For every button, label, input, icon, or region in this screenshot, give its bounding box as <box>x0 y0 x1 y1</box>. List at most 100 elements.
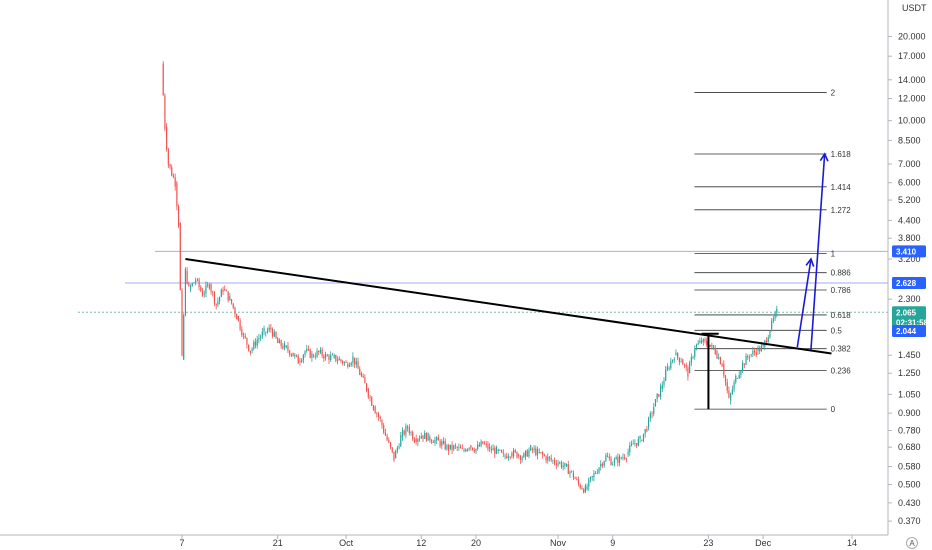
candle-body <box>673 359 675 361</box>
candle-body <box>489 446 491 449</box>
y-tick-label: 10.000 <box>898 116 926 126</box>
y-tick-label: 0.680 <box>898 442 921 452</box>
candle-body <box>176 182 178 207</box>
candle-body <box>690 357 692 363</box>
candle-body <box>436 437 438 441</box>
candle-body <box>629 445 631 453</box>
fib-level-label: 0.382 <box>831 345 852 354</box>
drawings[interactable] <box>185 152 832 410</box>
candle-body <box>699 340 701 344</box>
candle-body <box>210 284 212 292</box>
candle-body <box>427 432 429 441</box>
candle-body <box>468 448 470 450</box>
candle-body <box>466 448 469 452</box>
candle-body <box>195 280 197 283</box>
candle-body <box>224 289 226 291</box>
candle-body <box>415 438 417 443</box>
candle-body <box>200 286 202 291</box>
candle-body <box>680 361 682 363</box>
candle-body <box>266 330 269 333</box>
y-tick-label: 0.580 <box>898 462 921 472</box>
candle-body <box>608 456 610 459</box>
candle-body <box>709 344 711 347</box>
candle-body <box>441 441 443 446</box>
candle-body <box>507 456 510 459</box>
candle-body <box>726 381 728 391</box>
candle-body <box>678 357 680 362</box>
candle-body <box>242 333 245 336</box>
candle-body <box>523 453 525 458</box>
candle-body <box>651 413 653 415</box>
candle-body <box>331 354 334 356</box>
candle-body <box>314 356 316 358</box>
candle-body <box>502 452 504 454</box>
fib-level-label: 0.5 <box>831 326 843 335</box>
candle-body <box>755 352 757 356</box>
candle-body <box>571 470 573 472</box>
candle-body <box>718 357 720 359</box>
candle-body <box>186 271 188 284</box>
candle-body <box>278 340 281 344</box>
fibonacci-levels[interactable]: 2 1.618 1.414 1.272 1 0.886 0.786 0.618 0.5 0.382… <box>694 89 851 415</box>
candle-body <box>227 291 229 301</box>
candle-body <box>299 361 301 363</box>
horizontal-lines <box>78 250 888 313</box>
candle-body <box>728 390 730 398</box>
candle-body <box>533 448 535 450</box>
candle-body <box>572 472 575 478</box>
candle-body <box>735 375 737 383</box>
candle-body <box>352 356 354 363</box>
candle-body <box>318 350 320 352</box>
candle-body <box>374 406 376 414</box>
y-tick-label: 5.200 <box>898 195 921 205</box>
candle-body <box>424 432 426 439</box>
candle-body <box>593 473 595 478</box>
candle-body <box>379 417 381 419</box>
candle-body <box>767 337 769 343</box>
candle-body <box>418 438 421 440</box>
candle-body <box>179 223 181 290</box>
price-tag-label: 2.044 <box>896 327 917 336</box>
candle-body <box>413 439 416 443</box>
corner-label[interactable]: A <box>906 537 918 549</box>
candle-body <box>564 462 566 466</box>
candle-body <box>721 364 723 367</box>
candle-body <box>217 301 219 305</box>
y-tick-label: 1.250 <box>898 368 921 378</box>
candle-body <box>646 428 648 432</box>
fib-level-label: 1.414 <box>831 183 852 192</box>
candle-body <box>471 447 474 450</box>
x-tick-label: 21 <box>273 538 283 548</box>
candle-body <box>495 446 498 454</box>
projection-arrow-line <box>796 258 812 348</box>
candle-body <box>562 465 564 468</box>
candle-body <box>222 289 224 293</box>
price-tag <box>892 276 926 289</box>
candle-body <box>637 438 639 446</box>
candle-body <box>624 457 626 459</box>
candle-body <box>753 350 756 353</box>
candle-body <box>362 376 364 378</box>
candle-body <box>765 340 768 343</box>
fib-level-label: 1.272 <box>831 206 852 215</box>
candle-body <box>359 368 361 375</box>
candle-body <box>675 352 677 356</box>
candle-body <box>456 447 458 448</box>
candle-body <box>665 370 667 381</box>
candle-body <box>184 268 187 315</box>
candle-body <box>454 445 457 447</box>
candle-body <box>448 445 450 452</box>
price-tag-label: 3.410 <box>896 247 917 256</box>
candle-body <box>567 464 569 474</box>
currency-label: USDT <box>902 3 927 13</box>
candle-body <box>615 457 617 460</box>
candle-body <box>302 354 304 361</box>
candle-body <box>297 355 299 364</box>
candle-body <box>219 297 221 302</box>
candle-body <box>164 95 166 130</box>
candle-body <box>307 348 310 350</box>
candle-body <box>254 341 257 346</box>
candle-body <box>355 361 357 365</box>
candle-body <box>287 345 289 351</box>
